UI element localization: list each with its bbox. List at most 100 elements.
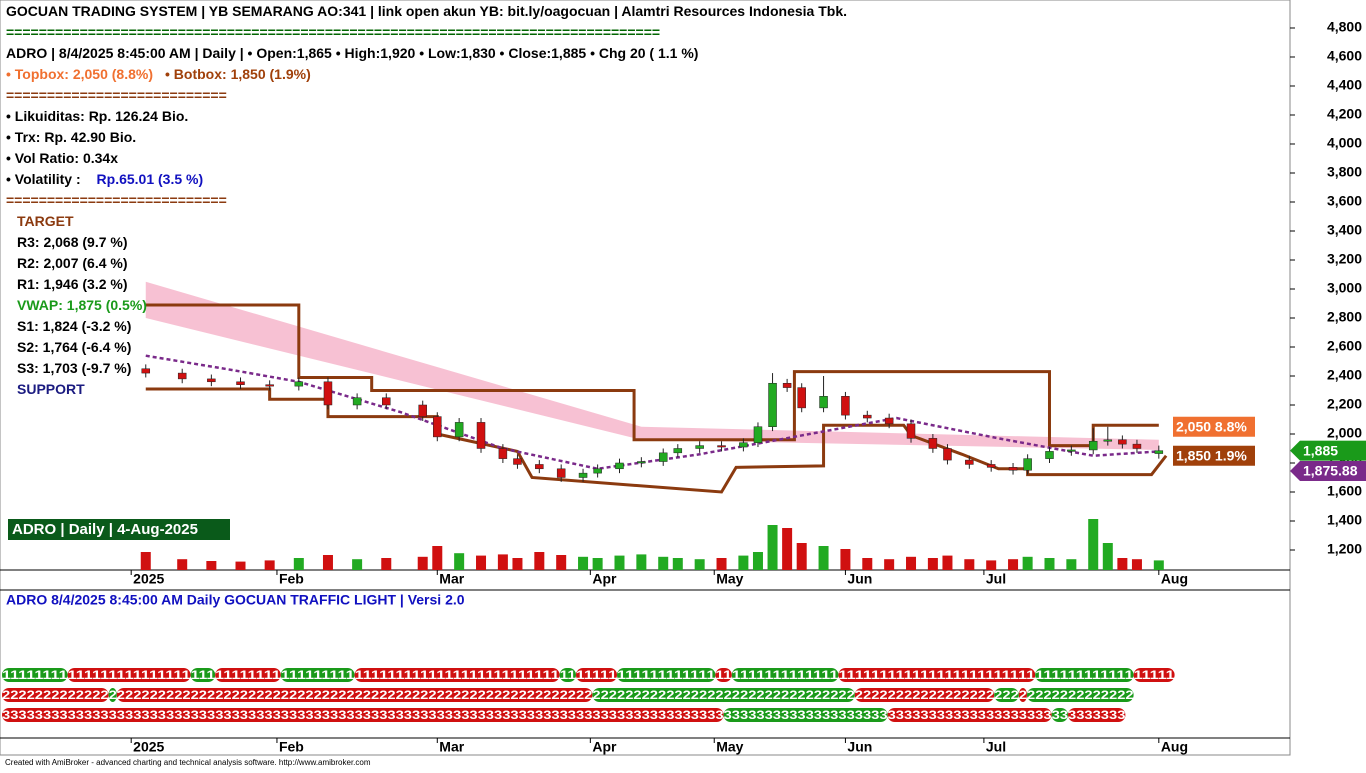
x-tick-label: Jul [986,739,1006,755]
panel-title-box [8,519,230,540]
info-text: SUPPORT [17,381,85,397]
traffic-text: 11 [715,668,732,682]
volume-bar [796,543,807,570]
candle-body [498,448,508,459]
traffic-segment [354,668,560,682]
traffic-text: 2 [1019,688,1028,702]
candle-body [717,445,726,448]
info-line: • Vol Ratio: 0.34x [6,150,118,166]
volume-bar [986,560,997,570]
traffic-segment [1018,688,1027,702]
y-tick-label: 2,800 [1327,309,1362,325]
info-text: • Vol Ratio: 0.34x [6,150,118,166]
volume-bar [738,555,749,570]
traffic-text: 3333333 [1068,708,1126,722]
info-text: S1: 1,824 (-3.2 %) [17,318,131,334]
info-text: S2: 1,764 (-6.4 %) [17,339,131,355]
traffic-text: 111111111111 [1035,668,1134,682]
volume-bar [592,558,603,570]
volume-bar [322,555,333,570]
x-tick-label: Feb [279,571,304,587]
info-line: • Likuiditas: Rp. 126.24 Bio. [6,108,188,124]
candle-body [476,422,486,449]
volume-bar [767,525,778,570]
volume-bar [964,559,975,570]
x-tick-label: Jul [986,571,1006,587]
price-label-box [1300,440,1366,461]
candle-body [535,464,544,470]
plot-frame [0,0,1291,756]
y-tick-label: 2,200 [1327,396,1362,412]
info-text: ========================================… [6,24,660,40]
volume-bar [140,552,151,570]
traffic-text: 111111111111111111111111 [838,668,1035,682]
candle-body [863,414,872,419]
volume-bar [206,561,217,570]
volume-bar [497,554,508,570]
info-text: • Volatility : [6,171,85,187]
info-line: • Trx: Rp. 42.90 Bio. [6,129,136,145]
traffic-text: 22222222222222222 [855,688,995,702]
volume-bar [927,558,938,570]
y-tick-label: 2,600 [1327,338,1362,354]
y-tick-label: 3,000 [1327,280,1362,296]
candle-body [294,381,304,387]
volume-bar [840,549,851,570]
traffic-text: 11111 [576,668,617,682]
info-line: ADRO | 8/4/2025 8:45:00 AM | Daily | • O… [6,45,698,61]
price-label-box [1173,445,1255,466]
candle-body [352,397,362,406]
traffic-segment [1133,668,1175,682]
candle-body [433,416,442,438]
traffic-text: 1111111111111 [732,668,839,682]
volume-bar [417,556,428,570]
traffic-text: 111111111111 [617,668,716,682]
x-tick-label: Apr [592,571,617,587]
info-text: ADRO | 8/4/2025 8:45:00 AM | Daily | • O… [6,45,698,61]
candle-body [1088,440,1098,451]
candle-body [615,462,624,470]
volume-bar [578,556,589,570]
y-tick-label: 3,800 [1327,164,1362,180]
x-tick-label: Jun [847,571,872,587]
candle-body [943,448,952,461]
candle-body [513,458,522,465]
candle-body [884,417,894,425]
candle-body [739,442,748,448]
volume-bar [782,528,793,570]
price-label: 1,885 [1303,442,1338,458]
info-text: • Likuiditas: Rp. 126.24 Bio. [6,108,188,124]
volume-bar [818,546,829,570]
info-text: =========================== [6,87,227,103]
candle-body [673,448,683,454]
volume-bar [1008,559,1019,570]
traffic-segment [887,708,1052,722]
candle-body [141,368,151,374]
candle-body [454,422,464,438]
volume-bar [1153,560,1164,570]
candle-body [236,381,245,385]
traffic-segment [1035,668,1134,682]
x-tick-label: May [716,571,743,587]
y-tick-label: 4,400 [1327,77,1362,93]
traffic-text: 2222222222222 [2,688,109,702]
candle-body [177,372,187,380]
volume-bar [534,552,545,570]
y-tick-label: 3,600 [1327,193,1362,209]
y-tick-label: 4,800 [1327,19,1362,35]
traffic-text: 33333333333333333333 [888,708,1052,722]
y-tick-label: 4,000 [1327,135,1362,151]
x-tick-label: Aug [1161,739,1188,755]
volume-bar [1088,519,1099,570]
candle-body [1045,451,1054,459]
candle-body [658,452,668,462]
info-line: =========================== [6,192,227,208]
indicator-line [145,354,1159,471]
price-label-box [1173,416,1255,437]
y-tick-label: 2,000 [1327,425,1362,441]
volume-bar [942,555,953,570]
x-tick-label: Mar [439,739,464,755]
info-text: VWAP: 1,875 (0.5%) [17,297,147,313]
price-label-arrow [1290,440,1300,461]
